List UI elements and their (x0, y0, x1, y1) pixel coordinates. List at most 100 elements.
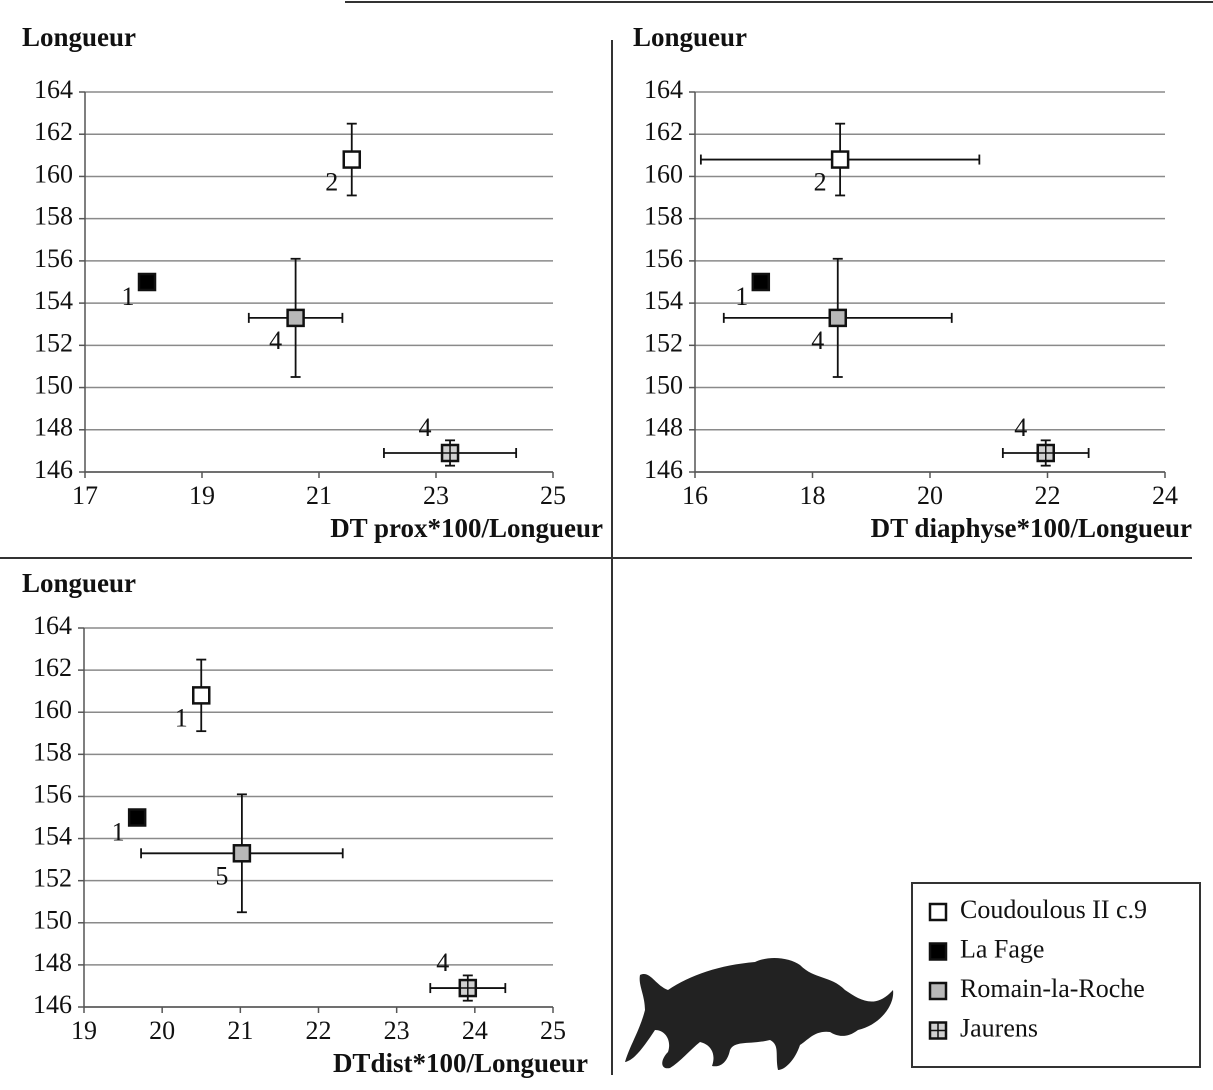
y-tick-label: 158 (33, 737, 72, 766)
y-tick-label: 158 (34, 202, 73, 231)
y-tick-label: 162 (34, 117, 73, 146)
x-tick-label: 21 (306, 481, 332, 510)
x-tick-label: 23 (384, 1016, 410, 1045)
marker (928, 942, 948, 961)
marker (828, 308, 848, 328)
marker (928, 981, 948, 1001)
marker (192, 686, 211, 705)
marker (1036, 443, 1055, 463)
marker-box (828, 308, 848, 328)
marker (830, 150, 850, 169)
marker (751, 272, 771, 292)
y-tick-label: 160 (33, 695, 72, 724)
x-tick-label: 20 (149, 1016, 175, 1045)
point-label: 4 (419, 413, 432, 442)
marker-box (928, 942, 948, 961)
y-tick-label: 156 (34, 244, 73, 273)
y-tick-label: 146 (34, 455, 73, 484)
y-tick-label: 150 (34, 371, 73, 400)
marker (137, 272, 157, 292)
y-tick-label: 150 (644, 371, 683, 400)
y-tick-label: 162 (644, 117, 683, 146)
x-tick-label: 23 (423, 481, 449, 510)
marker-box (342, 150, 362, 169)
x-tick-label: 24 (1152, 481, 1178, 510)
x-tick-label: 18 (800, 481, 826, 510)
x-tick-label: 22 (1035, 481, 1061, 510)
point-label: 1 (112, 817, 125, 846)
point-label: 5 (215, 861, 228, 890)
marker-box (286, 308, 305, 328)
x-tick-label: 20 (917, 481, 943, 510)
x-tick-label: 19 (71, 1016, 97, 1045)
marker (286, 308, 305, 328)
legend-label: Romain-la-Roche (960, 974, 1145, 1003)
y-tick-label: 156 (33, 779, 72, 808)
marker (458, 978, 478, 998)
legend-box (911, 882, 1201, 1068)
x-tick-label: 21 (227, 1016, 253, 1045)
marker-box (192, 686, 211, 705)
y-tick-label: 156 (644, 244, 683, 273)
y-tick-label: 164 (33, 611, 72, 640)
y-tick-label: 152 (644, 328, 683, 357)
x-tick-label: 25 (540, 481, 566, 510)
x-tick-label: 24 (462, 1016, 488, 1045)
rhino-silhouette (625, 958, 894, 1070)
y-axis-label: Longueur (22, 22, 136, 52)
point-label: 2 (814, 168, 827, 197)
y-tick-label: 148 (34, 413, 73, 442)
point-label: 4 (1014, 413, 1027, 442)
y-tick-label: 154 (644, 286, 683, 315)
point-label: 1 (175, 703, 188, 732)
legend-label: Jaurens (960, 1013, 1038, 1042)
point-label: 2 (325, 168, 338, 197)
y-tick-label: 154 (33, 822, 72, 851)
y-tick-label: 148 (33, 948, 72, 977)
y-tick-label: 146 (33, 990, 72, 1019)
y-tick-label: 152 (33, 864, 72, 893)
marker-box (830, 150, 850, 169)
x-tick-label: 16 (682, 481, 708, 510)
marker (232, 844, 252, 863)
x-tick-label: 22 (306, 1016, 332, 1045)
x-axis-label: DT prox*100/Longueur (330, 513, 603, 543)
marker (928, 1021, 948, 1040)
y-tick-label: 164 (644, 75, 683, 104)
y-tick-label: 148 (644, 413, 683, 442)
y-tick-label: 154 (34, 286, 73, 315)
y-tick-label: 160 (644, 159, 683, 188)
point-label: 1 (122, 282, 135, 311)
y-tick-label: 150 (33, 906, 72, 935)
y-tick-label: 162 (33, 653, 72, 682)
y-tick-label: 164 (34, 75, 73, 104)
y-tick-label: 160 (34, 159, 73, 188)
marker-box (928, 902, 948, 922)
y-axis-label: Longueur (22, 568, 136, 598)
x-axis-label: DT diaphyse*100/Longueur (871, 513, 1192, 543)
x-tick-label: 19 (189, 481, 215, 510)
point-label: 4 (811, 326, 824, 355)
x-tick-label: 25 (540, 1016, 566, 1045)
marker (127, 808, 147, 827)
marker (440, 443, 460, 463)
marker-box (137, 272, 157, 292)
marker-box (928, 981, 948, 1001)
point-label: 4 (269, 326, 282, 355)
x-tick-label: 17 (72, 481, 98, 510)
marker-box (751, 272, 771, 292)
x-axis-label: DTdist*100/Longueur (333, 1048, 588, 1078)
legend-label: La Fage (960, 934, 1044, 963)
point-label: 4 (436, 948, 449, 977)
y-tick-label: 146 (644, 455, 683, 484)
y-tick-label: 152 (34, 328, 73, 357)
legend-label: Coudoulous II c.9 (960, 895, 1147, 924)
marker (928, 902, 948, 922)
y-axis-label: Longueur (633, 22, 747, 52)
marker-box (232, 844, 252, 863)
marker (342, 150, 362, 169)
point-label: 1 (735, 282, 748, 311)
y-tick-label: 158 (644, 202, 683, 231)
marker-box (127, 808, 147, 827)
